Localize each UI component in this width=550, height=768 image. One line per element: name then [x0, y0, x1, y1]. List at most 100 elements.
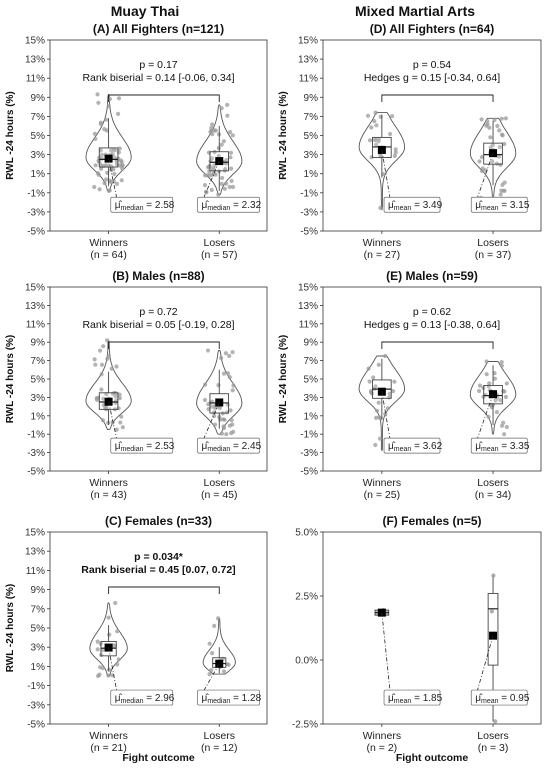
- callout-text: μ̂median = 2.58: [115, 199, 175, 212]
- y-tick-label: 11%: [26, 319, 45, 330]
- y-tick-label: -3%: [27, 448, 45, 459]
- callout-text: μ̂median = 2.32: [202, 199, 262, 212]
- data-point: [119, 414, 124, 419]
- data-point: [222, 425, 227, 431]
- y-tick-label: 13%: [25, 55, 45, 66]
- data-point: [372, 119, 377, 124]
- data-point: [209, 125, 214, 131]
- data-point: [219, 355, 224, 361]
- effect-size-label: Hedges g = 0.15 [-0.34, 0.64]: [364, 72, 500, 84]
- y-axis-label: RWL -24 hours (%): [5, 335, 16, 424]
- callout-text: μ̂mean = 1.85: [388, 692, 443, 705]
- data-point: [100, 418, 106, 423]
- stat-symbol: μ̂: [475, 199, 483, 211]
- data-point: [376, 137, 381, 142]
- stat-symbol: μ̂: [202, 199, 210, 211]
- data-point: [501, 420, 506, 425]
- data-point: [209, 156, 214, 161]
- data-point: [230, 133, 235, 138]
- effect-size-label: Rank biserial = 0.05 [-0.19, 0.28]: [82, 319, 234, 331]
- data-point: [112, 171, 117, 177]
- data-point: [374, 123, 379, 128]
- stat-symbol: μ̂: [388, 199, 396, 211]
- x-tick-n-label: (n = 57): [201, 249, 237, 261]
- panel-title: (F) Females (n=5): [382, 514, 481, 528]
- data-point: [118, 158, 124, 163]
- data-point: [374, 142, 379, 147]
- stat-name: mean: [481, 698, 499, 705]
- data-point: [226, 662, 231, 667]
- y-tick-label: 5%: [31, 131, 46, 142]
- x-tick-label: Losers: [204, 237, 236, 249]
- group-winners: μ̂mean = 3.62 Winners(n = 25): [358, 353, 443, 501]
- data-point: [114, 427, 119, 432]
- data-point: [371, 375, 376, 380]
- data-point: [205, 173, 210, 178]
- x-tick-label: Winners: [89, 730, 128, 742]
- data-point: [392, 379, 397, 384]
- stat-callout: μ̂median = 2.58: [108, 158, 175, 213]
- y-tick-label: 5.0%: [295, 528, 318, 539]
- data-point: [488, 145, 493, 150]
- y-tick-label: 15%: [298, 283, 318, 294]
- y-tick-label: -1%: [27, 188, 45, 199]
- y-tick-label: 5%: [304, 131, 319, 142]
- stat-name: mean: [394, 205, 412, 212]
- comparison-bracket: [381, 94, 494, 102]
- stat-callout: μ̂median = 1.28: [197, 663, 262, 706]
- y-tick-label: 5%: [31, 624, 46, 635]
- stat-name: mean: [394, 698, 412, 705]
- data-point: [498, 192, 503, 197]
- data-point: [486, 414, 491, 419]
- y-tick-label: -3%: [27, 207, 45, 218]
- callout-text: μ̂mean = 3.35: [475, 440, 530, 453]
- y-tick-label: 15%: [25, 36, 45, 47]
- data-point: [491, 573, 496, 578]
- data-point: [116, 657, 121, 662]
- y-tick-label: -5%: [27, 720, 45, 731]
- data-point: [203, 382, 208, 387]
- data-point: [487, 125, 492, 130]
- data-point: [202, 397, 208, 403]
- data-point: [366, 366, 371, 371]
- data-point: [492, 376, 498, 381]
- stat-callout: μ̂mean = 3.35: [470, 394, 530, 454]
- data-point: [112, 148, 118, 153]
- data-point: [98, 120, 104, 125]
- data-point: [484, 123, 489, 128]
- y-axis-label: RWL -24 hours (%): [278, 91, 289, 180]
- callout-text: μ̂median = 2.53: [115, 440, 175, 453]
- stat-symbol: μ̂: [115, 199, 123, 211]
- data-point: [95, 171, 101, 176]
- data-point: [219, 431, 224, 436]
- data-point: [114, 181, 120, 186]
- group-losers: μ̂median = 2.45 Losers(n = 45): [196, 348, 262, 501]
- data-point: [205, 348, 211, 353]
- data-point: [484, 372, 489, 377]
- p-value-label: p = 0.62: [413, 306, 451, 318]
- data-point: [502, 389, 507, 394]
- stat-value: = 3.15: [499, 200, 530, 211]
- data-point: [225, 113, 230, 118]
- stat-callout: μ̂mean = 3.15: [470, 153, 530, 213]
- y-tick-label: 13%: [298, 55, 318, 66]
- data-point: [117, 392, 122, 397]
- group-winners: μ̂median = 2.53 Winners(n = 43): [85, 338, 175, 501]
- data-point: [498, 398, 503, 403]
- chart-panel-5: (C) Females (n=33) -5% -3% -1% 1% 3% 5% 7% 9% 11%…: [5, 514, 268, 764]
- data-point: [372, 137, 377, 143]
- y-axis-label: RWL -24 hours (%): [5, 584, 16, 673]
- data-point: [230, 388, 235, 393]
- effect-size-label: Rank biserial = 0.14 [-0.06, 0.34]: [82, 72, 234, 84]
- data-point: [223, 351, 228, 356]
- y-tick-label: 7%: [304, 112, 319, 123]
- y-tick-label: -1%: [27, 681, 45, 692]
- data-point: [494, 161, 499, 166]
- group-winners: μ̂median = 2.58 Winners(n = 64): [85, 92, 175, 261]
- data-point: [224, 432, 229, 437]
- data-point: [497, 144, 502, 150]
- data-point: [209, 187, 214, 193]
- y-tick-label: -1%: [300, 188, 318, 199]
- x-tick-label: Losers: [477, 237, 509, 249]
